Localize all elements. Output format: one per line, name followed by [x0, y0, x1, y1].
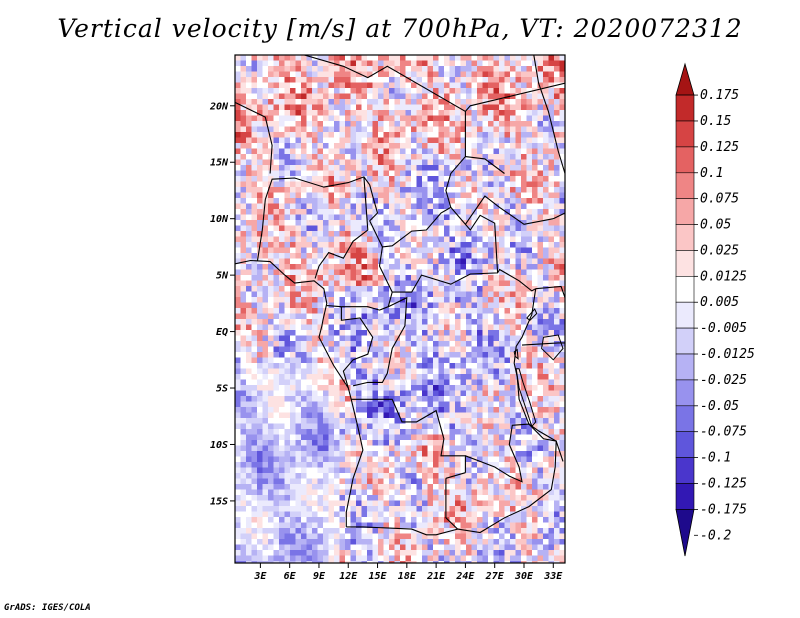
border-line: [256, 199, 266, 261]
lon-tick-label: 33E: [543, 571, 563, 582]
colorbar-label: 0.0125: [700, 269, 747, 284]
grads-credit: GrADS: IGES/COLA: [4, 603, 91, 613]
map-title: Vertical velocity [m/s] at 700hPa, VT: 2…: [57, 14, 743, 43]
colorbar-label: -0.125: [700, 476, 747, 491]
border-line: [535, 285, 565, 298]
lake-outline: [526, 308, 538, 321]
colorbar-label: 0.05: [700, 218, 731, 233]
colorbar-box: [675, 457, 695, 484]
latitude-axis: 20N 15N 10N 5N EQ 5S 10S 15S: [209, 101, 235, 507]
colorbar-label: -0.05: [700, 399, 739, 414]
longitude-axis: 3E 6E 9E 12E 15E 18E 21E 24E 27E 30E 33E: [253, 563, 563, 582]
lake-outline: [515, 368, 537, 428]
border-line: [450, 207, 499, 273]
colorbar-box: [675, 353, 695, 381]
lon-tick-label: 3E: [253, 571, 267, 582]
colorbar-label: -0.025: [700, 373, 747, 388]
colorbar-box: [675, 94, 695, 122]
colorbar-box: [675, 327, 695, 355]
colorbar-box: [675, 301, 695, 329]
map-frame: [234, 54, 566, 564]
lake-outline: [541, 334, 564, 361]
border-line: [464, 82, 565, 112]
lat-tick-label: 15S: [210, 496, 228, 507]
colorbar-label: -0.2: [700, 528, 731, 543]
border-line: [464, 195, 565, 225]
country-borders: [235, 55, 565, 536]
border-line: [352, 296, 408, 387]
lon-tick-label: 6E: [284, 571, 297, 582]
colorbar-box: [675, 431, 695, 458]
colorbar-box: [675, 275, 695, 303]
colorbar-label: 0.1: [700, 166, 723, 181]
colorbar-box: [675, 379, 695, 407]
colorbar-box: [675, 120, 695, 148]
lat-tick-label: 15N: [210, 158, 229, 169]
colorbar-label: -0.0125: [700, 347, 755, 362]
colorbar-label: -0.075: [700, 425, 747, 440]
colorbar-box: [675, 198, 695, 225]
lon-tick-label: 12E: [339, 571, 358, 582]
colorbar-label: 0.175: [700, 88, 739, 103]
colorbar-label: 0.15: [700, 114, 731, 129]
lon-tick-label: 15E: [369, 571, 388, 582]
colorbar-label: -0.175: [700, 502, 747, 517]
colorbar-cap-bottom: [675, 508, 695, 557]
lon-tick-label: 30E: [514, 571, 534, 582]
lat-tick-label: EQ: [216, 327, 228, 338]
colorbar-cap-top: [675, 62, 695, 96]
lat-tick-label: 10S: [210, 440, 228, 451]
lat-tick-label: 5N: [216, 271, 229, 282]
border-line: [392, 268, 536, 293]
border-line: [326, 246, 393, 311]
colorbar-box: [675, 224, 695, 251]
lon-tick-label: 9E: [313, 571, 326, 582]
border-line: [314, 176, 369, 279]
colorbar: 0.175 0.15 0.125 0.1 0.075 0.05 0.025 0.0125 0.0…: [675, 62, 755, 557]
colorbar-box: [675, 483, 695, 510]
colorbar-label: 0.025: [700, 243, 739, 258]
border-line: [445, 472, 466, 479]
border-line: [465, 156, 505, 174]
border-line: [235, 259, 364, 527]
border-line: [533, 55, 565, 174]
colorbar-label: -0.1: [700, 451, 731, 466]
lat-tick-label: 5S: [216, 384, 228, 395]
colorbar-box: [675, 250, 695, 277]
border-line: [346, 478, 459, 536]
border-line: [235, 101, 273, 174]
colorbar-label: 0.125: [700, 140, 739, 155]
lat-tick-label: 10N: [210, 214, 229, 225]
border-line: [521, 342, 565, 346]
colorbar-label: 0.075: [700, 192, 739, 207]
vertical-velocity-field: [235, 55, 565, 563]
colorbar-label: 0.005: [700, 295, 739, 310]
lon-tick-label: 18E: [398, 571, 417, 582]
lake-outline: [513, 348, 519, 360]
lon-tick-label: 24E: [455, 571, 475, 582]
colorbar-label: -0.005: [700, 321, 747, 336]
border-line: [351, 398, 466, 473]
border-line: [369, 184, 452, 248]
colorbar-box: [675, 405, 695, 432]
colorbar-box: [675, 146, 695, 174]
colorbar-box: [675, 172, 695, 200]
lon-tick-label: 27E: [485, 571, 505, 582]
lat-tick-label: 20N: [209, 101, 229, 112]
border-line: [528, 423, 564, 462]
border-line: [340, 306, 374, 389]
lon-tick-label: 21E: [426, 571, 446, 582]
